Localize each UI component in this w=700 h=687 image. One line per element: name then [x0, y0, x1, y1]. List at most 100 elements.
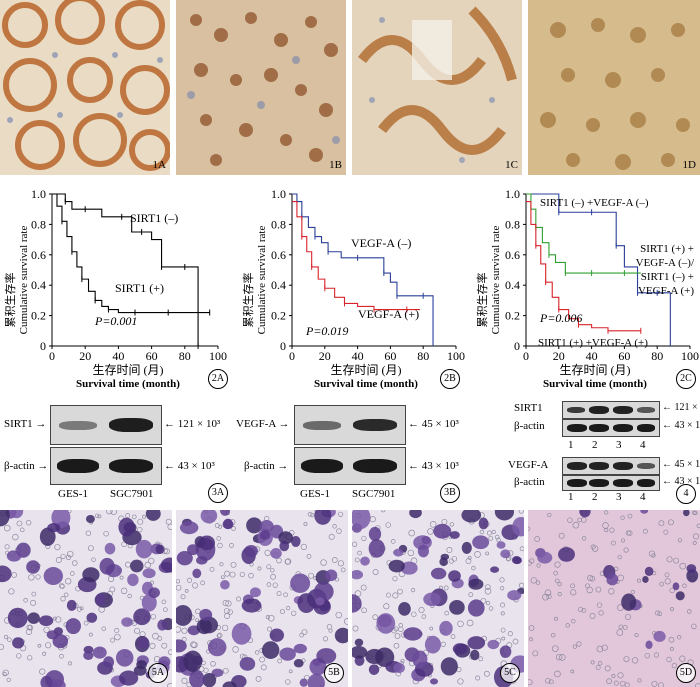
membrane-pore — [328, 533, 335, 540]
membrane-pore — [114, 628, 120, 634]
invaded-cell — [179, 521, 199, 535]
row-label: β-actin — [514, 420, 545, 432]
band — [109, 459, 153, 473]
membrane-pore — [491, 529, 496, 534]
invaded-cell — [299, 678, 308, 687]
membrane-pore — [669, 587, 675, 594]
membrane-pore — [457, 678, 464, 685]
membrane-pore — [8, 588, 15, 595]
membrane-pore — [449, 522, 455, 527]
membrane-pore — [623, 547, 629, 553]
membrane-pore — [653, 652, 660, 658]
membrane-pore — [148, 557, 155, 565]
invaded-cell — [558, 547, 575, 562]
membrane-pore — [222, 599, 229, 607]
invaded-cell — [642, 576, 649, 583]
membrane-pore — [3, 524, 11, 532]
invaded-cell — [468, 578, 484, 590]
membrane-pore — [308, 572, 315, 579]
membrane-pore — [558, 654, 566, 661]
lane-label: 1 — [568, 439, 574, 451]
membrane-pore — [381, 510, 386, 513]
membrane-pore — [229, 543, 234, 548]
x-tick-label: 60 — [618, 349, 630, 363]
western-blot-3a: SIRT1 → ← 121 × 10³ β-actin → ← 43 × 10³… — [0, 395, 235, 505]
size-marker: ← 43 × 10³ — [662, 476, 700, 487]
invaded-cell — [118, 517, 135, 537]
membrane-pore — [673, 557, 680, 564]
membrane-pore — [475, 675, 481, 681]
membrane-pore — [604, 665, 611, 672]
membrane-pore — [307, 512, 313, 517]
membrane-pore — [500, 627, 506, 633]
y-tick-label: 0.2 — [505, 309, 520, 323]
series-label-pos-pos: SIRT1 (+) +VEGF-A (+) — [538, 337, 648, 349]
membrane-pore — [667, 519, 674, 526]
membrane-pore — [691, 623, 697, 630]
invaded-cell — [490, 566, 500, 573]
ihc-panel-1c: 1C — [352, 0, 522, 175]
membrane-pore — [336, 528, 342, 534]
y-tick-label: 1.0 — [271, 187, 286, 201]
invaded-cell — [279, 647, 296, 661]
membrane-pore — [479, 529, 485, 535]
invaded-cell — [244, 544, 259, 558]
size-marker: ← 43 × 10³ — [164, 460, 215, 472]
membrane-pore — [248, 572, 254, 579]
membrane-pore — [186, 577, 193, 583]
invaded-cell — [293, 643, 307, 654]
membrane-pore — [385, 522, 391, 528]
invaded-cell — [222, 681, 237, 687]
band — [637, 463, 655, 469]
band — [301, 459, 343, 473]
membrane-pore — [501, 636, 506, 641]
membrane-pore — [369, 516, 376, 523]
membrane-pore — [440, 641, 446, 647]
p-value: P=0.006 — [539, 311, 582, 325]
invaded-cell — [496, 541, 506, 549]
invaded-cell — [39, 527, 56, 546]
membrane-pore — [28, 574, 35, 581]
invaded-cell — [220, 580, 230, 590]
membrane-pore — [337, 560, 344, 567]
membrane-pore — [322, 636, 329, 642]
membrane-pore — [617, 574, 624, 582]
membrane-pore — [554, 561, 561, 568]
band — [353, 419, 397, 431]
membrane-pore — [328, 628, 333, 633]
invaded-cell — [440, 657, 458, 676]
membrane-pore — [210, 660, 216, 667]
panel-label: 1C — [505, 159, 518, 171]
invaded-cell — [500, 549, 511, 559]
band — [567, 424, 587, 432]
membrane-pore — [106, 510, 113, 515]
membrane-pore — [410, 587, 416, 593]
y-tick-label: 0 — [40, 339, 46, 353]
membrane-pore — [71, 560, 78, 566]
invaded-cell — [49, 679, 66, 687]
membrane-pore — [536, 563, 541, 568]
membrane-pore — [651, 553, 656, 558]
invaded-cell — [452, 643, 468, 655]
invaded-cell — [0, 565, 12, 583]
y-tick-label: 0.2 — [271, 309, 286, 323]
membrane-pore — [303, 522, 308, 527]
invaded-cell — [430, 567, 447, 580]
membrane-pore — [192, 582, 199, 589]
membrane-pore — [7, 637, 12, 643]
series-label-neg-neg: SIRT1 (–) +VEGF-A (–) — [540, 197, 649, 209]
membrane-pore — [42, 651, 47, 656]
band — [589, 479, 609, 487]
membrane-pore — [390, 539, 396, 544]
invaded-cell — [199, 608, 213, 621]
membrane-pore — [97, 514, 102, 519]
band — [637, 407, 655, 413]
membrane-pore — [63, 592, 69, 598]
invaded-cell — [39, 615, 54, 627]
membrane-pore — [655, 610, 661, 616]
membrane-pore — [272, 582, 278, 588]
invaded-cell — [270, 548, 282, 559]
membrane-pore — [203, 667, 209, 673]
membrane-pore — [361, 607, 367, 614]
invaded-cell — [478, 517, 489, 530]
